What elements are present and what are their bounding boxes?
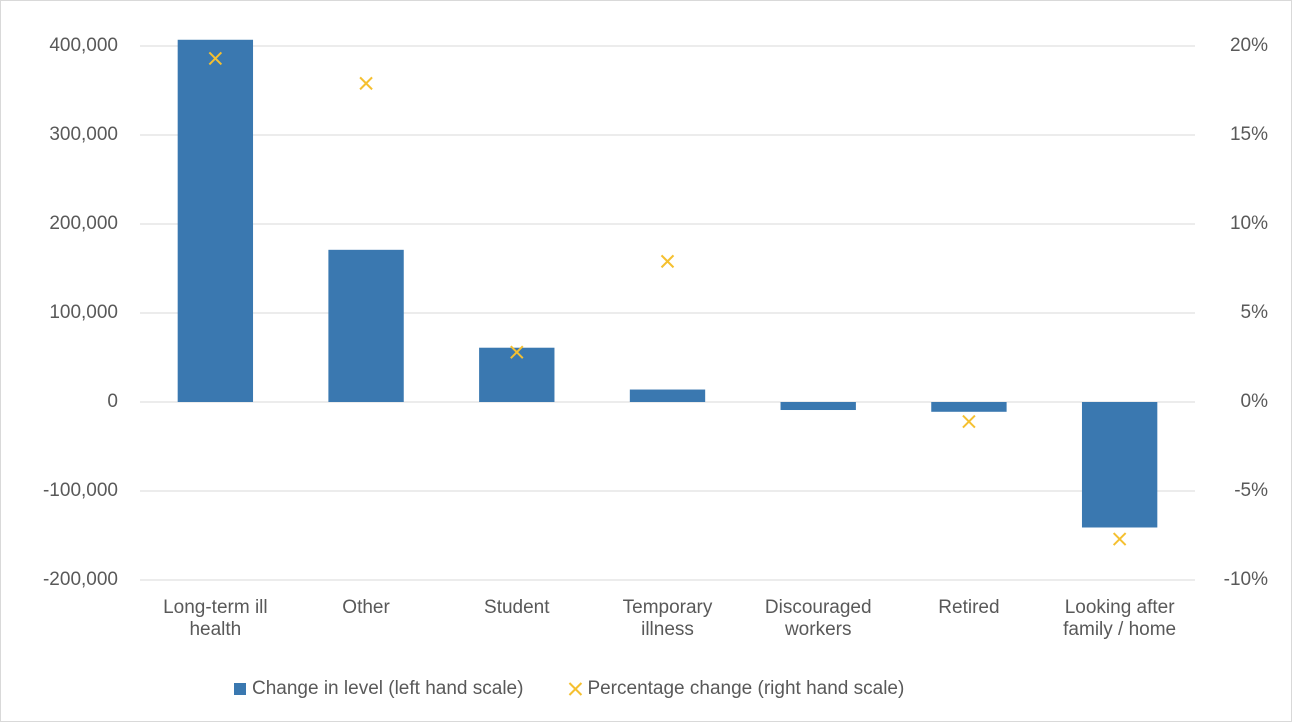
marker-stroke — [208, 51, 223, 66]
marker-stroke — [510, 345, 524, 359]
bar — [479, 347, 555, 402]
y2-tick-label: -10% — [1224, 569, 1268, 590]
x-tick-label: Other — [342, 597, 390, 618]
marker — [208, 51, 223, 66]
y-tick-label: 300,000 — [49, 124, 118, 145]
legend-label: Change in level (left hand scale) — [252, 678, 523, 699]
x-tick-label: Discouraged workers — [765, 597, 872, 640]
marker-stroke — [962, 414, 976, 429]
y2-tick-label: 10% — [1230, 213, 1268, 234]
marker — [1112, 532, 1127, 546]
y2-tick-label: 5% — [1241, 302, 1269, 323]
legend-swatch — [568, 682, 583, 696]
marker-stroke — [359, 76, 373, 91]
bar — [177, 39, 254, 403]
marker — [359, 76, 373, 91]
marker-stroke — [1112, 532, 1127, 546]
legend-label: Percentage change (right hand scale) — [587, 678, 904, 699]
y2-tick-label: 20% — [1230, 35, 1268, 56]
bar — [629, 389, 706, 402]
y2-tick-label: 15% — [1230, 124, 1268, 145]
x-tick-label: Temporary illness — [623, 597, 713, 640]
marker — [660, 254, 675, 269]
y-tick-label: 400,000 — [49, 35, 118, 56]
marker — [962, 414, 976, 429]
y2-tick-label: 0% — [1241, 391, 1269, 412]
marker-stroke — [568, 682, 583, 696]
x-tick-label: Long-term ill health — [163, 597, 268, 640]
y-tick-label: 100,000 — [49, 302, 118, 323]
x-tick-label: Looking after family / home — [1063, 597, 1176, 640]
y-tick-label: -100,000 — [43, 480, 118, 501]
y-tick-label: -200,000 — [43, 569, 118, 590]
bar — [1081, 402, 1158, 528]
legend-swatch — [234, 683, 246, 695]
marker — [510, 345, 524, 359]
y-tick-label: 0 — [107, 391, 118, 412]
x-tick-label: Retired — [938, 597, 999, 618]
bar — [780, 402, 856, 411]
y2-tick-label: -5% — [1234, 480, 1268, 501]
marker-stroke — [660, 254, 675, 269]
bar — [931, 402, 1007, 412]
y-tick-label: 200,000 — [49, 213, 118, 234]
bar — [328, 249, 404, 402]
x-tick-label: Student — [484, 597, 550, 618]
